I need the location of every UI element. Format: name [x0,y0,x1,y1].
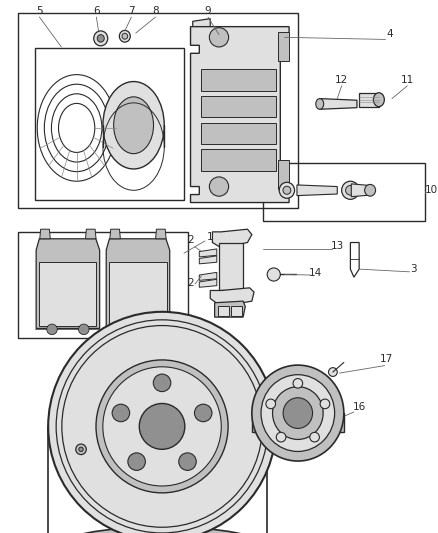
Circle shape [328,368,337,376]
Bar [231,306,242,316]
Text: 12: 12 [335,75,348,85]
Ellipse shape [364,184,376,196]
Polygon shape [85,229,96,239]
Polygon shape [40,229,50,239]
Polygon shape [320,99,357,109]
Ellipse shape [283,186,291,194]
Circle shape [209,28,229,47]
Polygon shape [199,272,217,280]
Circle shape [267,268,280,281]
Text: 9: 9 [205,6,212,16]
Ellipse shape [283,398,313,429]
Ellipse shape [57,527,267,533]
Polygon shape [252,413,344,432]
Text: 8: 8 [152,6,159,16]
Text: 7: 7 [128,6,135,16]
Text: 2: 2 [187,235,194,245]
Ellipse shape [320,399,330,409]
Circle shape [47,324,57,335]
Ellipse shape [96,360,228,493]
Ellipse shape [119,30,130,42]
Text: 6: 6 [93,6,100,16]
Polygon shape [199,279,217,287]
Circle shape [148,324,159,335]
Text: 18: 18 [313,442,326,453]
Circle shape [128,453,145,471]
Polygon shape [199,249,217,257]
Text: 15: 15 [61,382,74,392]
Polygon shape [193,19,210,32]
Polygon shape [109,262,166,326]
Text: 11: 11 [401,75,414,85]
Text: 19: 19 [70,453,83,463]
Text: 10: 10 [425,185,438,195]
Bar [201,96,276,117]
Polygon shape [110,229,120,239]
Ellipse shape [272,387,323,439]
Text: 14: 14 [309,268,322,278]
Bar [201,149,276,171]
Polygon shape [212,229,252,248]
Ellipse shape [266,399,276,409]
Ellipse shape [139,403,185,449]
Text: 1: 1 [207,232,214,242]
Bar [201,123,276,144]
Polygon shape [39,262,96,326]
Text: 2: 2 [187,278,194,288]
Ellipse shape [346,185,355,195]
Polygon shape [219,243,243,290]
Circle shape [78,324,89,335]
Bar [278,32,289,61]
Ellipse shape [310,432,319,442]
Bar [263,163,425,221]
Bar [278,160,289,189]
Polygon shape [351,184,370,197]
Circle shape [79,447,83,451]
Polygon shape [297,185,337,196]
Ellipse shape [103,367,221,486]
Text: 16: 16 [353,402,366,413]
Polygon shape [191,27,289,203]
Polygon shape [215,301,245,317]
Ellipse shape [316,99,324,109]
Circle shape [76,444,86,455]
Text: 13: 13 [331,241,344,252]
Ellipse shape [97,35,104,42]
Ellipse shape [373,93,385,107]
Bar [18,232,188,338]
Circle shape [179,453,196,471]
Ellipse shape [48,312,276,533]
Polygon shape [210,288,254,306]
Bar [359,93,379,107]
Bar [18,13,298,208]
Ellipse shape [342,181,359,199]
Text: 5: 5 [36,6,43,16]
Polygon shape [155,229,166,239]
Ellipse shape [103,82,164,169]
Circle shape [194,404,212,422]
Bar [218,306,229,316]
Ellipse shape [114,97,153,154]
Ellipse shape [94,31,108,46]
Ellipse shape [276,432,286,442]
Ellipse shape [122,33,127,39]
Ellipse shape [293,378,303,388]
Bar [35,48,184,200]
Ellipse shape [279,182,294,198]
Circle shape [117,324,127,335]
Polygon shape [36,239,99,328]
Text: 17: 17 [380,354,393,365]
Ellipse shape [261,375,335,451]
Text: 3: 3 [410,264,417,274]
Polygon shape [106,239,170,328]
Circle shape [209,177,229,196]
Circle shape [112,404,130,422]
Ellipse shape [252,365,344,461]
Circle shape [153,374,171,392]
Bar [201,69,276,91]
Polygon shape [199,256,217,264]
Text: 4: 4 [386,29,393,39]
